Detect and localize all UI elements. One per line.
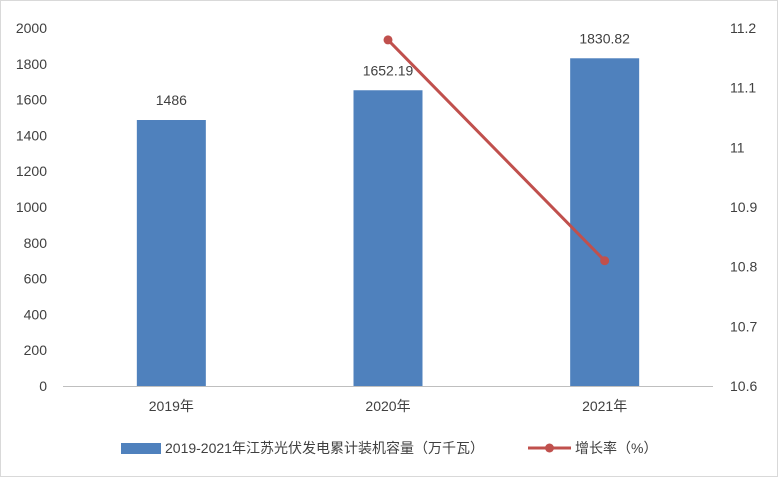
bar-series <box>136 58 640 387</box>
left-tick-label: 1600 <box>16 92 47 108</box>
bar-data-label: 1486 <box>156 92 187 108</box>
bar <box>136 120 206 387</box>
right-tick-label: 11.1 <box>730 80 756 96</box>
right-tick-label: 11 <box>730 139 745 155</box>
bar-data-label: 1652.19 <box>363 62 414 78</box>
x-axis: 2019年 2020年 2021年 <box>149 398 627 414</box>
left-tick-label: 200 <box>24 342 48 358</box>
growth-rate-point <box>600 256 610 266</box>
right-tick-label: 10.9 <box>730 199 757 215</box>
line-series <box>383 35 610 266</box>
right-tick-label: 10.8 <box>730 259 757 275</box>
left-tick-label: 1400 <box>16 127 47 143</box>
legend-bar-label: 2019-2021年江苏光伏发电累计装机容量（万千瓦） <box>165 440 484 456</box>
left-tick-label: 1200 <box>16 163 47 179</box>
right-tick-label: 11.2 <box>730 20 756 36</box>
growth-rate-line <box>386 38 606 262</box>
x-tick-label: 2021年 <box>582 398 627 414</box>
legend: 2019-2021年江苏光伏发电累计装机容量（万千瓦） 增长率（%） <box>121 440 657 456</box>
bar-data-labels: 1486 1652.19 1830.82 <box>156 30 630 108</box>
bar <box>353 90 423 386</box>
right-axis: 10.6 10.7 10.8 10.9 11 11.1 11.2 <box>730 20 757 394</box>
right-tick-label: 10.7 <box>730 318 757 334</box>
legend-line-label: 增长率（%） <box>575 440 657 456</box>
left-tick-label: 2000 <box>16 20 47 36</box>
left-tick-label: 1000 <box>16 199 47 215</box>
left-tick-label: 1800 <box>16 56 47 72</box>
right-tick-label: 10.6 <box>730 378 757 394</box>
left-tick-label: 800 <box>24 235 48 251</box>
legend-bar-swatch <box>121 443 161 454</box>
x-tick-label: 2019年 <box>149 398 194 414</box>
growth-rate-point <box>383 35 393 45</box>
left-tick-label: 0 <box>39 378 47 394</box>
bar <box>570 58 640 387</box>
left-tick-label: 600 <box>24 271 48 287</box>
x-tick-label: 2020年 <box>365 398 410 414</box>
left-tick-label: 400 <box>24 306 48 322</box>
bar-data-label: 1830.82 <box>579 30 630 46</box>
legend-line-marker <box>545 443 554 453</box>
left-axis: 0 200 400 600 800 1000 1200 1400 1600 1800 2000 <box>16 20 47 394</box>
